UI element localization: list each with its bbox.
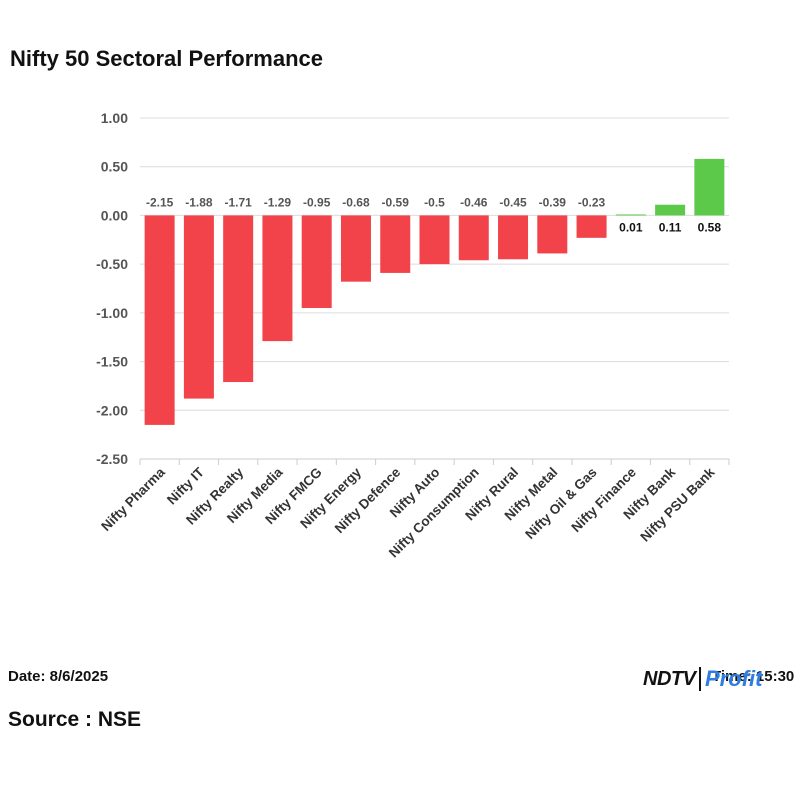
bar xyxy=(615,214,646,216)
ndtv-profit-logo: NDTV Profit xyxy=(643,664,762,694)
data-label: -0.39 xyxy=(539,195,567,209)
bar xyxy=(537,215,568,254)
data-label: -0.5 xyxy=(424,195,445,209)
bar xyxy=(301,215,332,308)
y-tick-label: -2.00 xyxy=(96,402,128,418)
bar xyxy=(262,215,293,342)
data-label: 0.01 xyxy=(619,220,643,234)
y-tick-label: 0.00 xyxy=(101,207,128,223)
bar xyxy=(223,215,254,383)
data-label: -1.88 xyxy=(185,195,213,209)
data-label: 0.58 xyxy=(698,220,722,234)
data-label: -0.46 xyxy=(460,195,488,209)
time-label: Time: 15:30 xyxy=(712,668,795,685)
bar xyxy=(576,215,607,238)
bar xyxy=(340,215,371,282)
date-label: Date: 8/6/2025 xyxy=(8,668,109,685)
y-tick-label: 0.50 xyxy=(101,159,128,175)
data-label: 0.11 xyxy=(659,220,682,234)
x-tick-label: Nifty PSU Bank xyxy=(637,464,717,544)
y-tick-label: -1.00 xyxy=(96,305,128,321)
bar xyxy=(419,215,450,265)
source-label: Source : NSE xyxy=(8,708,142,731)
data-label: -0.68 xyxy=(342,195,370,209)
data-label: -0.59 xyxy=(382,195,410,209)
data-label: -1.71 xyxy=(224,195,252,209)
data-label: -1.29 xyxy=(264,195,292,209)
bar xyxy=(655,204,686,216)
bar-chart: 1.00 0.50 0.00 -0.50 -1.00 -1.50 -2.00 -2.50 -2.… xyxy=(96,110,730,561)
logo-ndtv-text: NDTV xyxy=(643,667,696,690)
logo-profit-text: Profit xyxy=(704,666,763,691)
data-label: -2.15 xyxy=(146,195,174,209)
y-tick-label: -1.50 xyxy=(96,354,128,370)
x-tick-label: Nifty Oil & Gas xyxy=(522,465,599,542)
bar xyxy=(144,215,175,425)
x-tick-label: Nifty Pharma xyxy=(98,464,168,534)
chart-title: Nifty 50 Sectoral Performance xyxy=(10,46,324,71)
data-label: -0.95 xyxy=(303,195,331,209)
y-tick-label: -2.50 xyxy=(96,451,128,467)
bar xyxy=(183,215,214,399)
bar xyxy=(380,215,411,273)
data-label: -0.23 xyxy=(578,195,606,209)
y-tick-label: -0.50 xyxy=(96,256,128,272)
y-tick-label: 1.00 xyxy=(101,110,128,126)
data-label: -0.45 xyxy=(499,195,527,209)
bar xyxy=(694,158,725,216)
bar xyxy=(458,215,489,261)
bar xyxy=(498,215,529,260)
logo-divider xyxy=(699,667,701,691)
